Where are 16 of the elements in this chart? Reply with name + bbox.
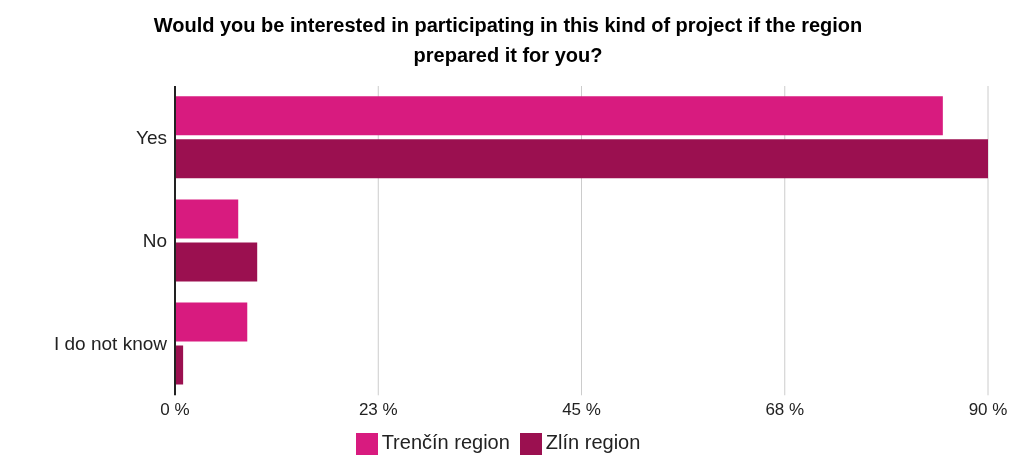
legend-label: Zlín region — [545, 431, 641, 454]
x-tick-label: 23 % — [358, 400, 398, 420]
legend-label: Trenčín region — [381, 431, 510, 454]
chart-title: Would you be interested in participating in this kind of project if the region prepared it for you? — [152, 13, 864, 68]
y-tick-label: No — [142, 230, 167, 252]
bar — [175, 199, 239, 239]
x-tick-label: 68 % — [765, 400, 805, 420]
y-tick-label: I do not know — [53, 333, 168, 355]
bar — [175, 139, 988, 179]
bar — [175, 302, 248, 342]
y-tick-label: Yes — [136, 127, 167, 149]
x-tick-label: 90 % — [968, 400, 1008, 420]
x-tick-label: 45 % — [562, 400, 601, 420]
bar — [175, 96, 943, 136]
bar — [175, 242, 258, 282]
x-tick-label: 0 % — [160, 400, 190, 420]
